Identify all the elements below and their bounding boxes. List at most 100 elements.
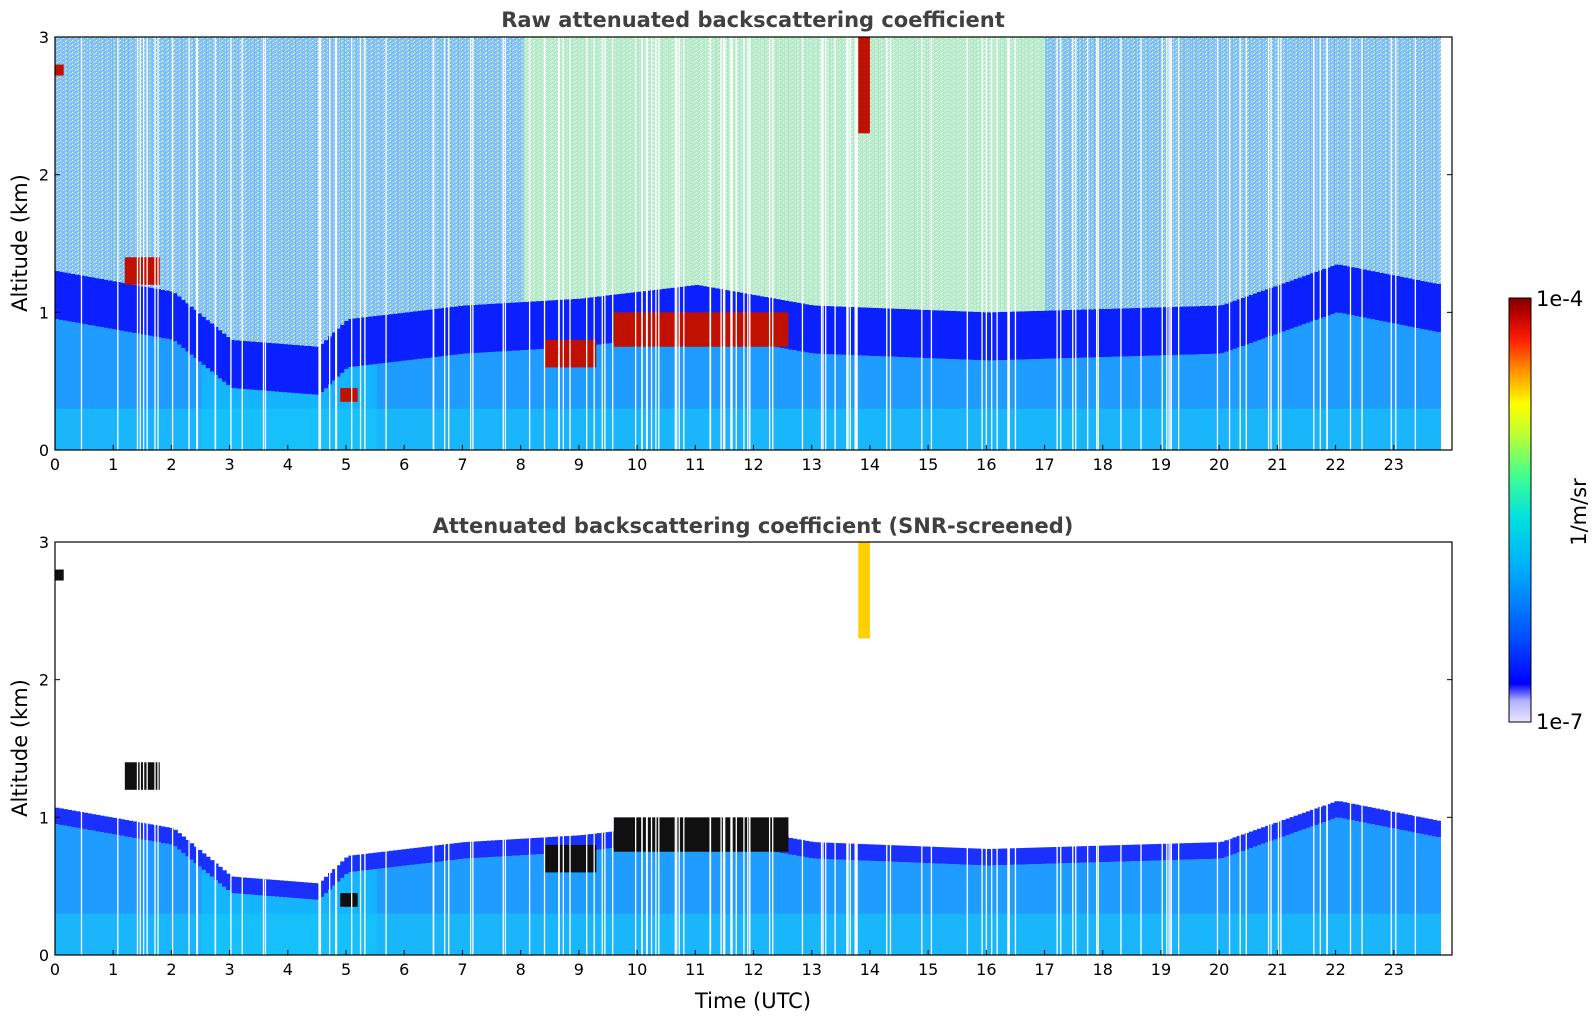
gap-stripe: [1390, 542, 1392, 955]
surface-column: [922, 408, 928, 450]
surface-column: [670, 408, 675, 450]
bl-column: [169, 844, 174, 955]
cap-column: [185, 839, 191, 857]
bl-column: [490, 351, 496, 450]
noise-speckle: [409, 37, 415, 312]
cap-column: [356, 854, 362, 872]
surface-column: [1362, 913, 1368, 955]
transition-column: [336, 328, 341, 377]
noise-speckle: [75, 37, 81, 275]
noise-speckle: [1224, 37, 1230, 304]
cap-column: [1151, 844, 1156, 861]
bl-column: [401, 865, 407, 955]
surface-column: [678, 408, 684, 450]
bl-column: [1204, 354, 1209, 450]
transition-column: [955, 311, 961, 360]
surface-column: [971, 913, 977, 955]
x-tick-label: 2: [166, 960, 176, 979]
noise-speckle: [1436, 37, 1441, 284]
surface-column: [1293, 408, 1299, 450]
noise-speckle: [1424, 37, 1429, 282]
surface-column: [124, 408, 129, 450]
bl-column: [658, 337, 663, 450]
noise-speckle: [1195, 37, 1201, 307]
surface-column: [605, 408, 610, 450]
bl-column: [1081, 357, 1087, 450]
bl-column: [1216, 858, 1221, 955]
noise-speckle: [768, 37, 773, 298]
noise-speckle: [59, 37, 64, 272]
bl-column: [935, 358, 940, 450]
bl-column: [922, 358, 928, 450]
gap-stripe: [1014, 542, 1017, 955]
bl-column: [963, 359, 969, 450]
transition-column: [1403, 277, 1409, 326]
surface-column: [132, 408, 138, 450]
surface-column: [217, 408, 223, 450]
surface-column: [1016, 408, 1022, 450]
surface-column: [99, 913, 105, 955]
surface-column: [711, 408, 716, 450]
gap-stripe: [601, 542, 603, 955]
surface-column: [829, 913, 834, 955]
surface-column: [914, 408, 920, 450]
gap-stripe: [319, 542, 322, 955]
cap-column: [478, 841, 484, 858]
surface-column: [1261, 408, 1266, 450]
transition-column: [678, 286, 684, 335]
bl-column: [421, 358, 427, 450]
surface-column: [1228, 408, 1234, 450]
surface-column: [1375, 408, 1380, 450]
bl-column: [629, 845, 635, 955]
noise-speckle: [425, 37, 431, 310]
bl-column: [898, 862, 904, 955]
bl-column: [829, 859, 834, 955]
gap-stripe: [528, 542, 531, 955]
gap-stripe: [433, 542, 435, 955]
noise-speckle: [878, 37, 883, 309]
surface-column: [926, 913, 932, 955]
noise-speckle: [226, 37, 231, 337]
x-tick-label: 17: [1034, 960, 1054, 979]
bl-column: [1191, 859, 1197, 955]
cap-column: [996, 848, 1001, 866]
transition-column: [1379, 272, 1384, 321]
gap-stripe: [1245, 37, 1247, 450]
bl-column: [890, 861, 895, 955]
gap-stripe: [847, 37, 849, 450]
cloud-feature: [55, 569, 64, 581]
surface-column: [340, 913, 345, 955]
cap-column: [315, 883, 321, 900]
gap-stripe: [650, 542, 653, 955]
bl-column: [1273, 334, 1278, 450]
surface-column: [1293, 913, 1299, 955]
noise-speckle: [1395, 37, 1401, 276]
gap-stripe: [674, 37, 676, 450]
bl-column: [1346, 819, 1352, 955]
surface-column: [731, 913, 737, 955]
transition-column: [393, 313, 398, 362]
bl-column: [132, 837, 138, 955]
gap-stripe: [188, 542, 190, 955]
cap-column: [1191, 842, 1197, 860]
transition-column: [1024, 311, 1030, 360]
noise-speckle: [438, 37, 443, 309]
noise-speckle: [1163, 37, 1168, 308]
gap-stripe: [1120, 37, 1122, 450]
cap-column: [1134, 844, 1140, 862]
transition-column: [478, 304, 484, 353]
bl-column: [702, 334, 708, 450]
cap-column: [173, 829, 178, 847]
surface-column: [890, 408, 895, 450]
gap-stripe: [1075, 542, 1077, 955]
cap-column: [169, 827, 174, 845]
noise-speckle: [543, 37, 549, 301]
bl-column: [1065, 358, 1071, 450]
cap-column: [1326, 804, 1331, 821]
noise-speckle: [1257, 37, 1262, 293]
noise-speckle: [319, 37, 325, 344]
surface-column: [613, 408, 618, 450]
transition-column: [421, 310, 427, 359]
bl-column: [564, 347, 569, 450]
noise-speckle: [1379, 37, 1384, 273]
